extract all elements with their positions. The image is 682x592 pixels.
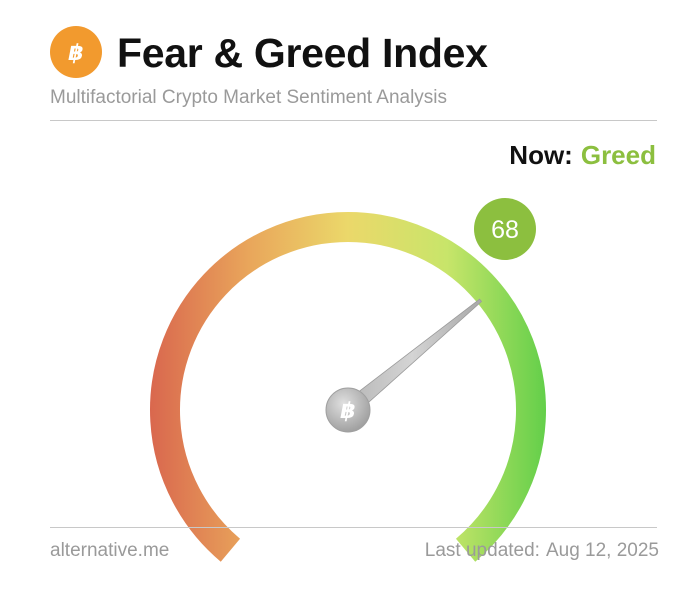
footer-divider [50,527,657,528]
now-label: Now: [509,140,573,170]
value-badge [474,198,536,260]
last-updated: Last updated: Aug 12, 2025 [425,539,659,563]
page-subtitle: Multifactorial Crypto Market Sentiment A… [50,87,448,108]
bitcoin-icon: ฿ [340,399,355,424]
gauge-arc [150,211,546,562]
bitcoin-icon: ฿ [50,26,102,78]
page-title: Fear & Greed Index [117,30,488,76]
sentiment-classification: Greed [580,140,656,170]
last-updated-date: Aug 12, 2025 [545,540,659,561]
svg-text:฿: ฿ [68,41,83,66]
gauge-value: 68 [491,216,519,244]
last-updated-label: Last updated: [424,540,540,561]
current-status: Now: Greed [509,139,656,171]
header-divider [50,120,657,121]
source-link[interactable]: alternative.me [50,540,170,561]
gauge-hub [325,387,371,433]
